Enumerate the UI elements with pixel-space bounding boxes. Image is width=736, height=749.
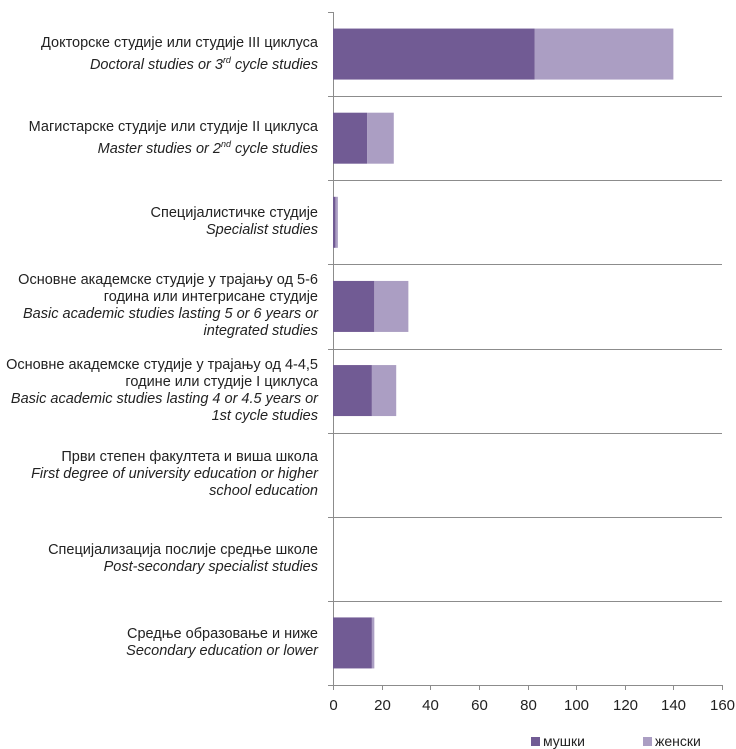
- category-label-sr: Основне академске студије у трајању од 4…: [6, 356, 318, 390]
- bar-male: [333, 617, 372, 669]
- x-tick-label: 40: [422, 697, 439, 714]
- category-label: Докторске студије или студије III циклус…: [4, 35, 318, 74]
- x-tick-label: 80: [520, 697, 537, 714]
- bar-female: [371, 365, 397, 417]
- category-label-en: Master studies or 2nd cycle studies: [97, 138, 318, 157]
- legend-swatch: [531, 737, 540, 746]
- bar-male: [333, 365, 372, 417]
- category-label: Основне академске студије у трајању од 4…: [4, 357, 318, 425]
- legend-label: мушки: [543, 733, 585, 749]
- x-tick-label: 140: [661, 697, 686, 714]
- category-label-en: Basic academic studies lasting 5 or 6 ye…: [23, 306, 318, 340]
- x-tick-label: 60: [471, 697, 488, 714]
- x-tick-label: 120: [613, 697, 638, 714]
- bar-male: [333, 196, 336, 248]
- category-label-en: Basic academic studies lasting 4 or 4.5 …: [10, 390, 318, 424]
- category-label-sr: Први степен факултета и виша школа: [61, 449, 318, 466]
- bar-male: [333, 280, 375, 332]
- x-tick-label: 20: [374, 697, 391, 714]
- category-label: Основне академске студије у трајању од 5…: [4, 272, 318, 340]
- bar-male: [333, 112, 368, 164]
- category-label-sr: Докторске студије или студије III циклус…: [41, 34, 318, 51]
- bar-female: [371, 617, 375, 669]
- category-label: Средње образовање и ниже Secondary educat…: [4, 626, 318, 660]
- category-label-en: First degree of university education or …: [31, 466, 318, 500]
- category-label: Специјалистичке студије Specialist studie…: [4, 205, 318, 239]
- legend-item: женски: [643, 733, 701, 749]
- category-label-sr: Специјализација послије средње школе: [48, 541, 318, 558]
- bar-female: [335, 196, 338, 248]
- bar-female: [534, 28, 674, 80]
- bar-female: [374, 280, 409, 332]
- x-tick-label: 100: [564, 697, 589, 714]
- category-label: Магистарске студије или студије II циклу…: [4, 119, 318, 158]
- category-label-sr: Основне академске студије у трајању од 5…: [18, 272, 318, 306]
- category-label-sr: Средње образовање и ниже: [127, 625, 318, 642]
- category-label-en: Specialist studies: [205, 222, 318, 239]
- category-label: Први степен факултета и виша школа First …: [4, 449, 318, 500]
- category-label-en: Post-secondary specialist studies: [103, 558, 318, 575]
- x-tick-label: 0: [329, 697, 337, 714]
- bar-male: [333, 28, 535, 80]
- category-label: Специјализација послије средње школе Post…: [4, 542, 318, 576]
- category-label-en: Secondary education or lower: [126, 642, 318, 659]
- x-tick-label: 160: [710, 697, 735, 714]
- category-label-sr: Специјалистичке студије: [150, 205, 318, 222]
- legend-swatch: [643, 737, 652, 746]
- category-label-en: Doctoral studies or 3rd cycle studies: [89, 54, 318, 73]
- legend-item: мушки: [531, 733, 585, 749]
- category-label-sr: Магистарске студије или студије II циклу…: [28, 118, 318, 135]
- legend-label: женски: [655, 733, 701, 749]
- bar-female: [367, 112, 394, 164]
